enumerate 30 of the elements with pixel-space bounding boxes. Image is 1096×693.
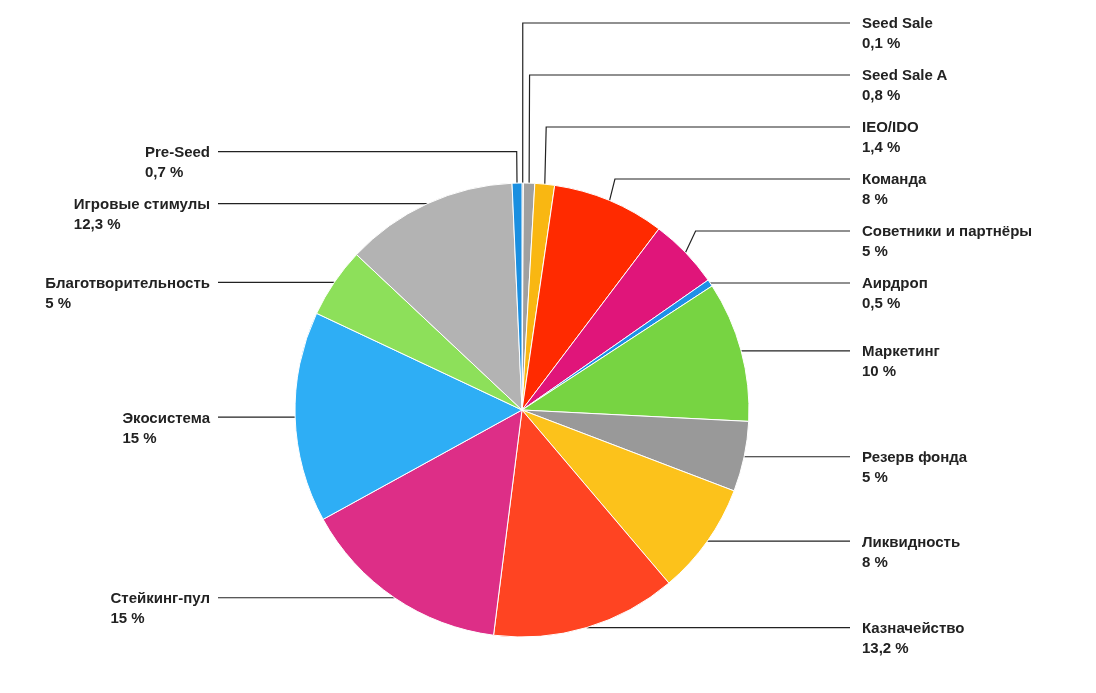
data-label: 13,2 % bbox=[862, 639, 909, 657]
slice-label: Стейкинг-пул bbox=[110, 589, 211, 607]
slice-label: Экосистема bbox=[122, 408, 211, 426]
data-label: 8 % bbox=[862, 552, 888, 570]
slice-label: Seed Sale A bbox=[862, 66, 948, 84]
data-label: 0,5 % bbox=[862, 294, 901, 312]
slice-label: Игровые стимулы bbox=[73, 195, 210, 213]
data-label: 10 % bbox=[862, 362, 897, 380]
data-label: 5 % bbox=[862, 468, 888, 486]
slice-label: Казначейство bbox=[862, 619, 965, 637]
slice-label: Маркетинг bbox=[862, 342, 940, 360]
slice-label: Команда bbox=[862, 170, 927, 188]
slice-label: Благотворительность bbox=[45, 273, 210, 291]
data-label: 0,1 % bbox=[862, 34, 901, 52]
slice-label: IEO/IDO bbox=[862, 118, 920, 136]
data-label: 0,8 % bbox=[862, 86, 901, 104]
slice-label: Seed Sale bbox=[862, 14, 933, 32]
data-label: 5 % bbox=[45, 293, 72, 311]
slice-label: Ликвидность bbox=[862, 532, 961, 550]
data-label: 12,3 % bbox=[73, 215, 121, 233]
data-label: 15 % bbox=[110, 609, 145, 627]
slice-label: Резерв фонда bbox=[862, 448, 968, 466]
data-label: 1,4 % bbox=[862, 138, 901, 156]
data-label: 0,7 % bbox=[144, 163, 184, 181]
data-label: 8 % bbox=[862, 190, 888, 208]
slice-label: Советники и партнёры bbox=[862, 222, 1033, 240]
slice-label: Аирдроп bbox=[862, 274, 928, 292]
data-label: 15 % bbox=[122, 428, 157, 446]
data-label: 5 % bbox=[862, 242, 888, 260]
slice-label: Pre-Seed bbox=[144, 143, 211, 161]
